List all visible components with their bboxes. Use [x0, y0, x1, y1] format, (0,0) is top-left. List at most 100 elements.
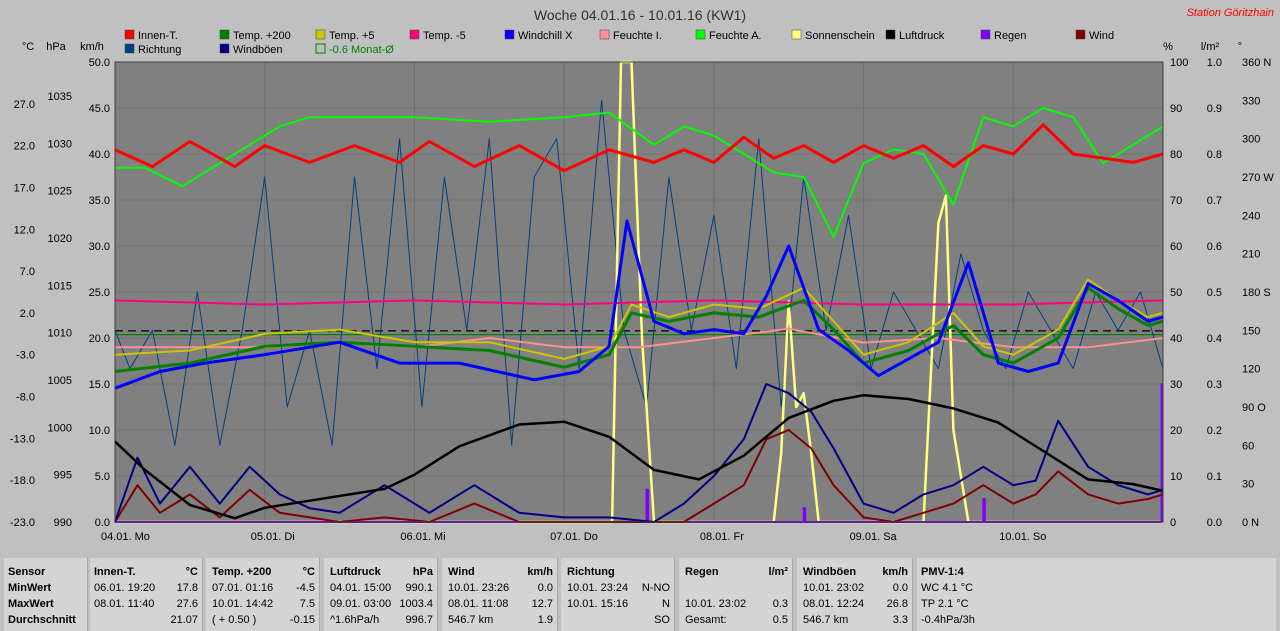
table-temp200: Temp. +200 °C 07.01. 01:16 -4.5 10.01. 14:… [206, 558, 320, 631]
day-label: 04.01. Mo [101, 531, 150, 543]
rain-tick-label: 0.1 [1207, 471, 1222, 483]
luftdruck-avg-note: ^1.6hPa/h [330, 614, 380, 626]
table-wind: Wind km/h 10.01. 23:26 0.0 08.01. 11:08 12.… [442, 558, 558, 631]
legend-swatch [599, 29, 610, 40]
day-label: 10.01. So [999, 531, 1046, 543]
legend-item: -0.6 Monat-Ø [315, 43, 394, 56]
pct-tick-label: 80 [1170, 149, 1182, 161]
luftdruck-min-val: 990.1 [405, 582, 433, 594]
richtung-max-val: N [662, 598, 670, 610]
temp-tick-label: -18.0 [10, 475, 35, 487]
legend-label: Temp. +5 [329, 30, 375, 42]
legend-swatch [695, 29, 706, 40]
day-label: 05.01. Di [251, 531, 295, 543]
legend-label: Windböen [233, 44, 283, 56]
hpa-tick-label: 1015 [48, 280, 72, 292]
unit-label: °C [22, 41, 34, 53]
temp-tick-label: -23.0 [10, 517, 35, 529]
deg-tick-label: 60 [1242, 440, 1254, 452]
boeen-avg-val: 3.3 [892, 614, 908, 626]
legend-label: Sonnenschein [805, 30, 875, 42]
legend-label: Temp. -5 [423, 30, 466, 42]
richtung-min-time: 10.01. 23:24 [567, 582, 629, 594]
series-line [114, 278, 1164, 360]
unit-label: ° [1238, 41, 1242, 53]
kmh-tick-label: 15.0 [89, 379, 110, 391]
legend-label: Luftdruck [899, 30, 945, 42]
deg-tick-label: 150 [1242, 325, 1260, 337]
hpa-tick-label: 1010 [48, 328, 72, 340]
luftdruck-max-val: 1003.4 [399, 598, 433, 610]
innen-min-val: 17.8 [176, 582, 198, 594]
axes: 27.0 22.0 17.0 12.0 7.0 2.0 -3.0 -8.0 -13.0 -18.0… [10, 41, 1274, 543]
series-line [115, 107, 1164, 238]
deg-tick-label: 300 [1242, 134, 1260, 146]
series-line [115, 60, 1163, 524]
regen-unit: l/m² [768, 566, 788, 578]
day-label: 07.01. Do [550, 531, 598, 543]
legend-label: Windchill X [518, 30, 573, 42]
richtung-head: Richtung [567, 566, 615, 578]
legend-item: Windböen [219, 43, 283, 56]
legend-swatch [219, 29, 230, 40]
regen-total-label: Gesamt: [685, 614, 727, 626]
min-label: MinWert [8, 582, 52, 594]
temp200-max-time: 10.01. 14:42 [212, 598, 274, 610]
temp200-min-time: 07.01. 01:16 [212, 582, 274, 594]
legend-swatch [124, 29, 135, 40]
temp-tick-label: -8.0 [16, 392, 35, 404]
table-regen: Regen l/m² 10.01. 23:02 0.3 Gesamt: 0.5 [679, 558, 793, 631]
series-line [114, 393, 1164, 520]
table-pmv: PMV-1:4 WC 4.1 °C TP 2.1 °C -0.4hPa/3h [917, 558, 1276, 631]
rain-tick-label: 1.0 [1207, 57, 1222, 69]
pmv-trend: -0.4hPa/3h [921, 614, 975, 626]
legend-item: Sonnenschein [791, 29, 875, 42]
avg-label: Durchschnitt [8, 614, 76, 626]
unit-label: % [1163, 41, 1173, 53]
legend-swatch [315, 29, 326, 40]
temp200-avg-note: ( + 0.50 ) [212, 614, 257, 626]
pct-tick-label: 10 [1170, 471, 1182, 483]
regen-max-time: 10.01. 23:02 [685, 598, 747, 610]
pct-tick-label: 60 [1170, 241, 1182, 253]
rain-tick-label: 0.6 [1207, 241, 1222, 253]
day-label: 06.01. Mi [400, 531, 445, 543]
rain-tick-label: 0.8 [1207, 149, 1222, 161]
hpa-tick-label: 1005 [48, 375, 72, 387]
temp-tick-label: 17.0 [14, 182, 35, 194]
boeen-head: Windböen [803, 566, 857, 578]
deg-tick-label: 90 O [1242, 402, 1266, 414]
kmh-tick-label: 5.0 [95, 471, 110, 483]
legend-item: Innen-T. [124, 29, 178, 42]
temp-tick-label: 2.0 [20, 308, 35, 320]
temp-tick-label: -3.0 [16, 350, 35, 362]
unit-label: l/m² [1201, 41, 1220, 53]
boeen-max-time: 08.01. 12:24 [803, 598, 865, 610]
legend-label: Richtung [138, 44, 181, 56]
legend-swatch [315, 43, 326, 54]
legend-label: -0.6 Monat-Ø [329, 44, 394, 56]
luftdruck-avg-val: 996.7 [405, 614, 433, 626]
kmh-tick-label: 0.0 [95, 517, 110, 529]
pmv-wc: WC 4.1 °C [921, 582, 974, 594]
legend-item: Feuchte I. [599, 29, 662, 42]
temp200-unit: °C [302, 566, 315, 578]
chart-title: Woche 04.01.16 - 10.01.16 (KW1) [534, 7, 746, 23]
legend-swatch [124, 43, 135, 54]
kmh-tick-label: 20.0 [89, 333, 110, 345]
wind-unit: km/h [527, 566, 553, 578]
innen-unit: °C [185, 566, 198, 578]
wind-avg-val: 1.9 [537, 614, 553, 626]
innen-max-time: 08.01. 11:40 [94, 598, 155, 610]
luftdruck-min-time: 04.01. 15:00 [330, 582, 392, 594]
series-line [114, 299, 1164, 306]
temp-tick-label: 27.0 [14, 99, 35, 111]
hpa-tick-label: 1000 [48, 422, 72, 434]
kmh-tick-label: 50.0 [89, 57, 110, 69]
table-richtung: Richtung 10.01. 23:24 N-NO 10.01. 15:16 N … [561, 558, 675, 631]
legend-item: Wind [1075, 29, 1114, 42]
wind-max-time: 08.01. 11:08 [448, 598, 509, 610]
luftdruck-head: Luftdruck [330, 566, 381, 578]
kmh-tick-label: 40.0 [89, 149, 110, 161]
day-label: 08.01. Fr [700, 531, 744, 543]
